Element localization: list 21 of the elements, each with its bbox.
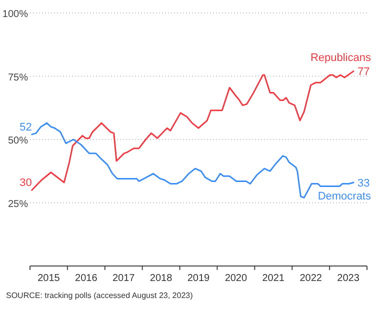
x-tick-label: 2017 — [112, 273, 136, 284]
y-tick-label: 25% — [8, 198, 28, 210]
series-label: Republicans — [310, 52, 372, 64]
data-label: 33 — [358, 178, 370, 190]
series-label: Democrats — [318, 190, 372, 203]
data-label: 77 — [358, 66, 370, 78]
x-tick-label: 2015 — [38, 273, 60, 284]
x-tick-label: 2020 — [224, 273, 248, 284]
x-tick-label: 2019 — [187, 273, 210, 284]
data-label: 52 — [20, 121, 32, 134]
y-tick-label: 100% — [2, 9, 28, 20]
x-tick-label: 2016 — [75, 273, 98, 284]
x-tick-label: 2018 — [150, 273, 173, 284]
source-note: SOURCE: tracking polls (accessed August 23, 2023) — [6, 291, 194, 300]
x-tick-label: 2021 — [262, 273, 285, 284]
x-tick-label: 2022 — [300, 273, 322, 284]
y-tick-label: 50% — [8, 136, 28, 146]
line-series — [31, 70, 354, 191]
y-tick-label: 75% — [8, 72, 28, 84]
data-label: 30 — [20, 177, 32, 190]
x-tick-label: 2023 — [337, 273, 360, 284]
